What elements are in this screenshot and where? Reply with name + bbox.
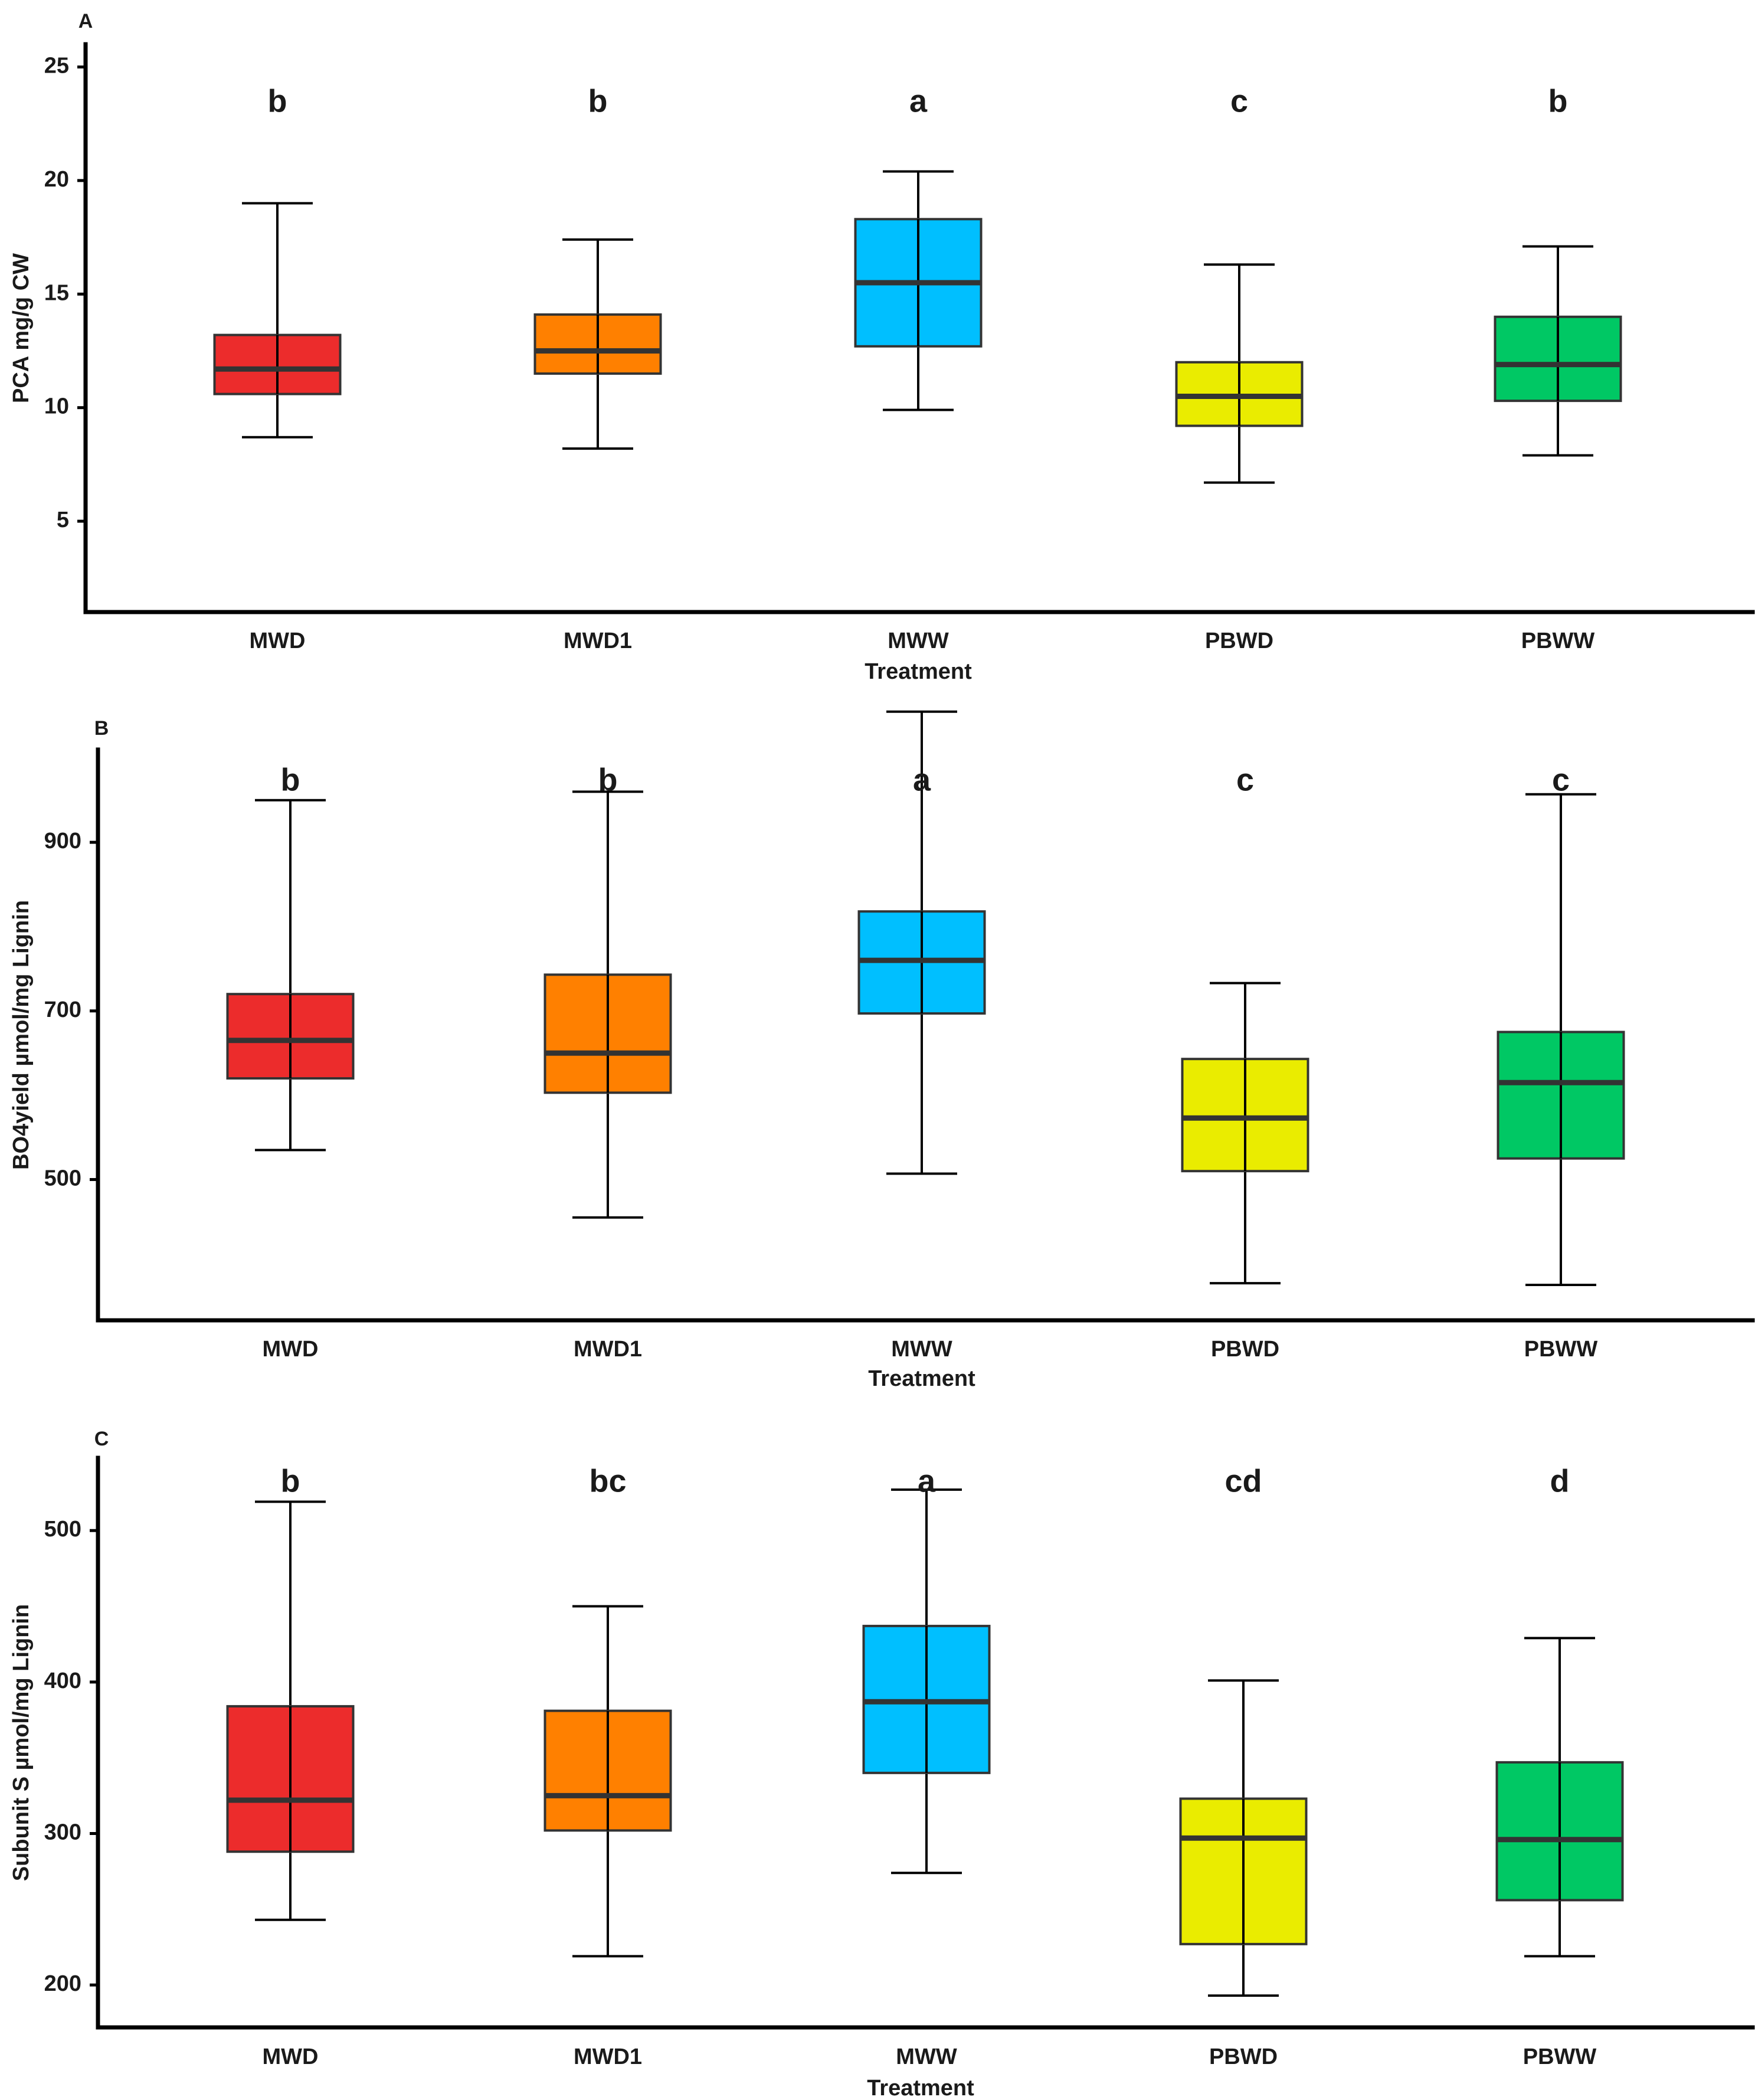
box-mww	[854, 170, 983, 411]
panel-letter: A	[78, 10, 93, 32]
x-tick-label: PBWD	[1205, 629, 1273, 653]
significance-letter: b	[1548, 83, 1568, 119]
box-pbwd	[1181, 982, 1309, 1285]
x-tick-label: MWD1	[574, 2045, 642, 2069]
significance-letter: b	[281, 1463, 300, 1499]
box-pbww	[1495, 1637, 1624, 1958]
significance-letter: b	[598, 762, 618, 797]
y-tick-label: 5	[57, 508, 69, 532]
x-axis-title: Treatment	[867, 2076, 974, 2100]
x-tick-label: MWD	[263, 1337, 319, 1362]
x-tick-label: MWD1	[574, 1337, 642, 1362]
significance-letter: bc	[589, 1463, 626, 1499]
box-mwd1	[533, 238, 662, 450]
box-mwd	[226, 799, 355, 1152]
box-pbwd	[1179, 1679, 1308, 1997]
significance-letter: c	[1230, 83, 1248, 119]
x-tick-label: PBWW	[1523, 2045, 1597, 2069]
significance-letter: a	[909, 83, 928, 119]
y-tick-label: 900	[44, 829, 81, 853]
x-axis-title: Treatment	[865, 659, 972, 684]
y-tick-label: 20	[44, 167, 69, 192]
x-tick-label: PBWW	[1524, 1337, 1598, 1362]
panel-letter: B	[94, 717, 109, 740]
significance-letter: b	[268, 83, 287, 119]
x-tick-label: MWD	[263, 2045, 319, 2069]
y-axis-title: BO4yield µmol/mg Lignin	[9, 900, 34, 1170]
y-tick-label: 400	[44, 1669, 81, 1693]
panel-b: B 500 700 900 BO4yield µmol/mg Lignin Treatme…	[9, 710, 1755, 1391]
y-tick-label: 700	[44, 997, 81, 1022]
y-tick-label: 25	[44, 54, 69, 78]
significance-letter: b	[588, 83, 608, 119]
y-axis-title: PCA mg/g CW	[9, 253, 34, 403]
x-tick-label: MWW	[896, 2045, 957, 2069]
significance-letter: b	[281, 762, 300, 797]
significance-letter: c	[1552, 762, 1570, 797]
x-tick-label: MWW	[891, 1337, 952, 1362]
significance-letter: c	[1236, 762, 1254, 797]
y-tick-label: 15	[44, 280, 69, 305]
box-pbww	[1494, 245, 1622, 457]
box-mwd1	[543, 1605, 672, 1958]
significance-letter: a	[918, 1463, 936, 1499]
panel-a: A 5 10 15 20 25 PCA mg/g CW Treatment MWD b MWD1 b M…	[9, 10, 1755, 684]
significance-letter: d	[1550, 1463, 1570, 1499]
panel-c: C 200 300 400 500 Subunit S µmol/mg Lignin Tre…	[9, 1428, 1755, 2100]
y-tick-label: 500	[44, 1166, 81, 1190]
box-mwd1	[543, 790, 672, 1219]
box-mwd	[226, 1500, 355, 1921]
y-tick-label: 500	[44, 1517, 81, 1542]
significance-letter: cd	[1224, 1463, 1262, 1499]
y-axis-title: Subunit S µmol/mg Lignin	[9, 1604, 34, 1881]
x-tick-label: MWD1	[564, 629, 632, 653]
box-mww	[862, 1488, 991, 1875]
x-tick-label: PBWD	[1209, 2045, 1278, 2069]
box-mww	[857, 710, 986, 1175]
panel-letter: C	[94, 1428, 109, 1450]
x-axis-title: Treatment	[868, 1366, 975, 1391]
box-pbwd	[1175, 263, 1304, 484]
y-tick-label: 10	[44, 394, 69, 419]
x-tick-label: MWW	[888, 629, 949, 653]
significance-letter: a	[913, 762, 931, 797]
y-tick-label: 300	[44, 1820, 81, 1845]
x-tick-label: PBWW	[1521, 629, 1595, 653]
box-mwd	[213, 202, 342, 439]
box-pbww	[1497, 793, 1625, 1287]
x-tick-label: PBWD	[1211, 1337, 1279, 1362]
y-tick-label: 200	[44, 1971, 81, 1996]
x-tick-label: MWD	[250, 629, 306, 653]
